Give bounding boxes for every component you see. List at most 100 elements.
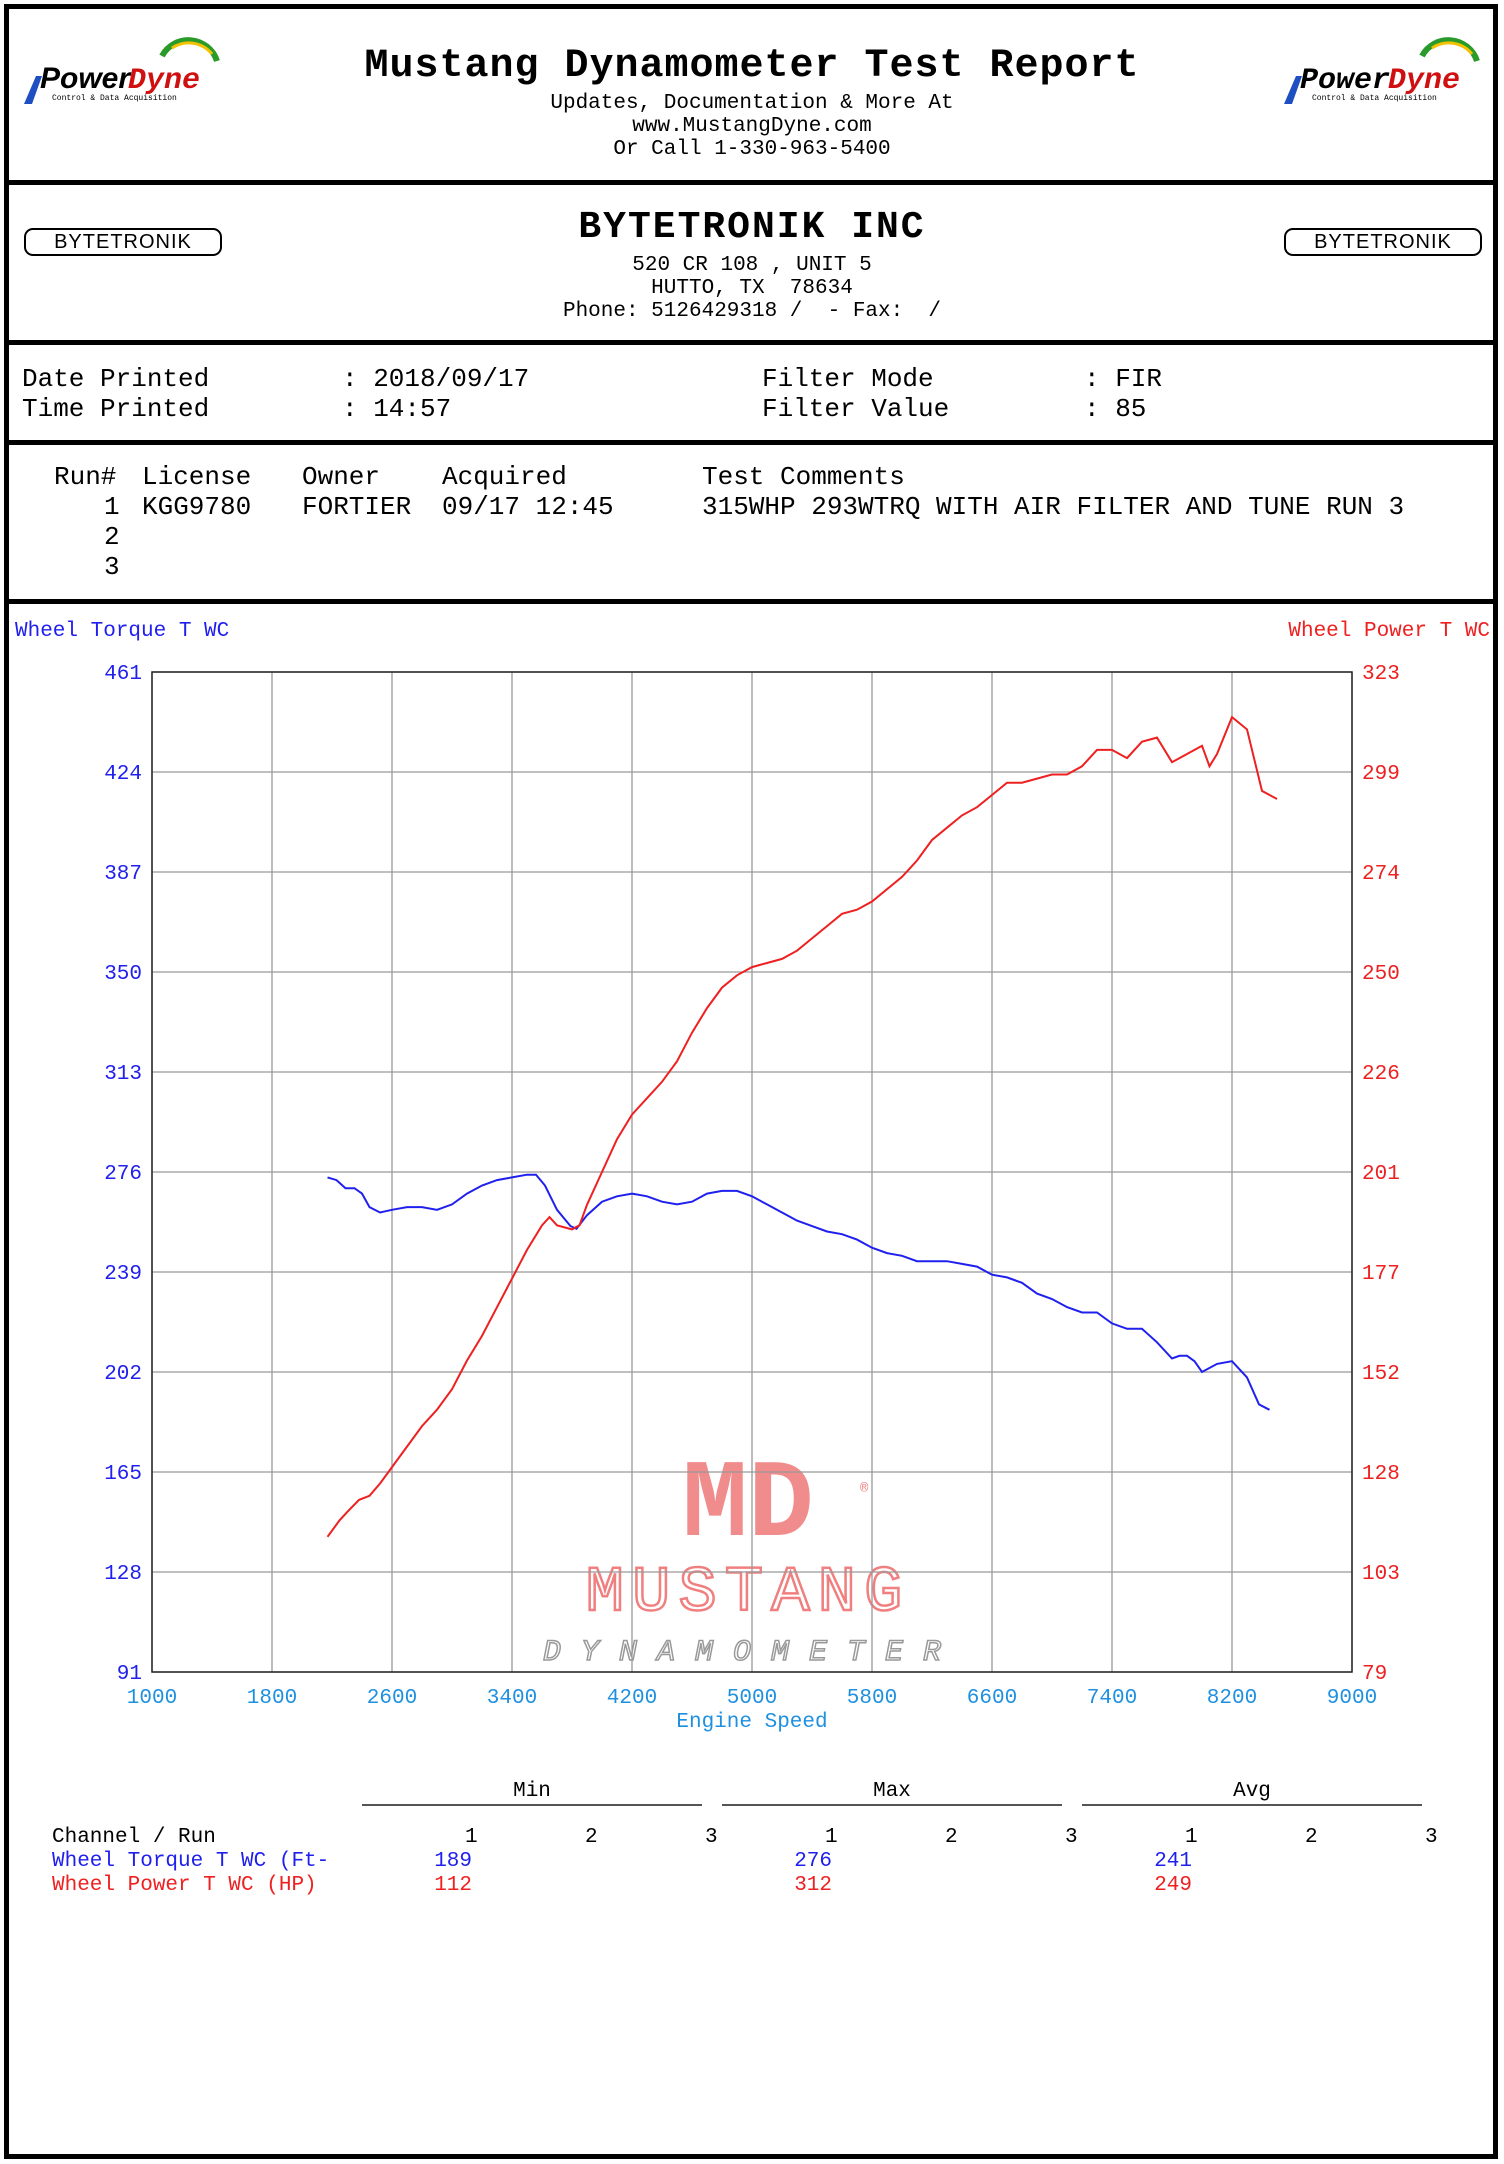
summary-run-number: 2 <box>1305 1826 1318 1849</box>
powerdyne-logo-right: Power Dyne Control & Data Acquisition <box>1284 37 1480 104</box>
x-tick-label: 1800 <box>247 1687 297 1710</box>
x-tick-label: 6600 <box>967 1687 1017 1710</box>
svg-text:Dyne: Dyne <box>1388 64 1460 98</box>
summary-run-number: 2 <box>945 1826 958 1849</box>
y-left-tick-label: 313 <box>104 1063 142 1086</box>
power-avg: 249 <box>1154 1874 1192 1897</box>
y-right-tick-label: 103 <box>1362 1563 1400 1586</box>
power-series-line <box>326 715 1278 1538</box>
y-left-tick-label: 91 <box>117 1663 142 1686</box>
report-title: Mustang Dynamometer Test Report <box>364 44 1140 89</box>
x-tick-label: 9000 <box>1327 1687 1377 1710</box>
right-axis-label: Wheel Power T WC <box>1288 620 1490 643</box>
y-left-tick-label: 276 <box>104 1163 142 1186</box>
summary-run-number: 1 <box>825 1826 838 1849</box>
filter-value-label: Filter Value <box>762 394 950 424</box>
powerdyne-logo-left: Power Dyne Control & Data Acquisition <box>24 37 220 104</box>
summary-run-number: 1 <box>1185 1826 1198 1849</box>
bytetronik-logo-left: BYTETRONIK <box>24 228 222 256</box>
watermark-word-dynamometer: DYNAMOMETER <box>543 1636 961 1670</box>
max-group-line <box>722 1804 1062 1806</box>
max-header: Max <box>873 1780 911 1803</box>
runs-header-owner: Owner <box>302 462 381 492</box>
filter-mode-value: : FIR <box>1084 364 1163 394</box>
avg-group-line <box>1082 1804 1422 1806</box>
shop-address-1: 520 CR 108 , UNIT 5 <box>632 254 872 277</box>
header-website: www.MustangDyne.com <box>632 115 872 138</box>
bytetronik-logo-right: BYTETRONIK <box>1284 228 1482 256</box>
run-license: KGG9780 <box>142 492 252 522</box>
channel-run-label: Channel / Run <box>52 1826 216 1849</box>
min-header: Min <box>513 1780 551 1803</box>
y-right-tick-label: 152 <box>1362 1363 1400 1386</box>
y-right-tick-label: 128 <box>1362 1463 1400 1486</box>
x-tick-label: 2600 <box>367 1687 417 1710</box>
time-printed-value: : 14:57 <box>342 394 452 424</box>
y-left-tick-label: 239 <box>104 1263 142 1286</box>
shop-name: BYTETRONIK INC <box>578 206 926 249</box>
summary-run-number: 1 <box>465 1826 478 1849</box>
y-right-tick-label: 323 <box>1362 663 1400 686</box>
section-divider <box>4 340 1498 345</box>
run-number: 1 <box>104 492 120 522</box>
report-frame <box>4 4 1498 2159</box>
x-tick-label: 8200 <box>1207 1687 1257 1710</box>
summary-run-number: 3 <box>1425 1826 1438 1849</box>
header-phone: Or Call 1-330-963-5400 <box>613 138 891 161</box>
y-right-tick-label: 299 <box>1362 763 1400 786</box>
runs-header-license: License <box>142 462 252 492</box>
run-number: 3 <box>104 552 120 582</box>
shop-address-2: HUTTO, TX 78634 <box>651 277 853 300</box>
section-divider <box>4 599 1498 604</box>
power-row-label: Wheel Power T WC (HP) <box>52 1874 317 1897</box>
x-tick-label: 1000 <box>127 1687 177 1710</box>
x-tick-label: 5800 <box>847 1687 897 1710</box>
powerdyne-sub-left: Control & Data Acquisition <box>52 94 177 103</box>
section-divider <box>4 180 1498 185</box>
mustang-dynamometer-watermark: MD ® MUSTANG DYNAMOMETER <box>542 1444 961 1671</box>
min-group-line <box>362 1804 702 1806</box>
time-printed-label: Time Printed <box>22 394 210 424</box>
summary-run-number: 2 <box>585 1826 598 1849</box>
x-axis-label: Engine Speed <box>676 1711 827 1734</box>
y-left-tick-label: 350 <box>104 963 142 986</box>
filter-value-value: : 85 <box>1084 394 1147 424</box>
svg-text:Power: Power <box>1300 64 1390 98</box>
x-tick-label: 4200 <box>607 1687 657 1710</box>
x-tick-label: 3400 <box>487 1687 537 1710</box>
torque-avg: 241 <box>1154 1850 1192 1873</box>
torque-series-line <box>327 1173 1270 1411</box>
y-left-tick-label: 128 <box>104 1563 142 1586</box>
torque-max: 276 <box>794 1850 832 1873</box>
y-left-tick-label: 461 <box>104 663 142 686</box>
summary-run-number: 3 <box>705 1826 718 1849</box>
y-right-tick-label: 79 <box>1362 1663 1387 1686</box>
run-owner: FORTIER <box>302 492 412 522</box>
left-axis-label: Wheel Torque T WC <box>15 620 229 643</box>
y-right-tick-label: 274 <box>1362 863 1400 886</box>
y-left-tick-label: 387 <box>104 863 142 886</box>
y-left-tick-label: 424 <box>104 763 142 786</box>
y-left-tick-label: 165 <box>104 1463 142 1486</box>
y-right-tick-label: 201 <box>1362 1163 1400 1186</box>
svg-text:Power: Power <box>40 62 132 95</box>
y-right-tick-label: 226 <box>1362 1063 1400 1086</box>
y-right-tick-label: 177 <box>1362 1263 1400 1286</box>
runs-header-acquired: Acquired <box>442 462 567 492</box>
filter-mode-label: Filter Mode <box>762 364 934 394</box>
x-tick-label: 7400 <box>1087 1687 1137 1710</box>
shop-phone: Phone: 5126429318 / - Fax: / <box>562 300 942 323</box>
header-line-1: Updates, Documentation & More At <box>550 92 954 115</box>
watermark-word-mustang: MUSTANG <box>586 1558 911 1630</box>
svg-text:Dyne: Dyne <box>128 64 200 98</box>
powerdyne-sub-right: Control & Data Acquisition <box>1312 94 1437 103</box>
runs-header-comments: Test Comments <box>702 462 905 492</box>
watermark-mark: MD <box>682 1444 814 1569</box>
y-left-tick-label: 202 <box>104 1363 142 1386</box>
watermark-registered: ® <box>860 1481 869 1497</box>
power-max: 312 <box>794 1874 832 1897</box>
avg-header: Avg <box>1233 1780 1271 1803</box>
run-acquired: 09/17 12:45 <box>442 492 614 522</box>
torque-row-label: Wheel Torque T WC (Ft- <box>52 1850 330 1873</box>
x-tick-label: 5000 <box>727 1687 777 1710</box>
